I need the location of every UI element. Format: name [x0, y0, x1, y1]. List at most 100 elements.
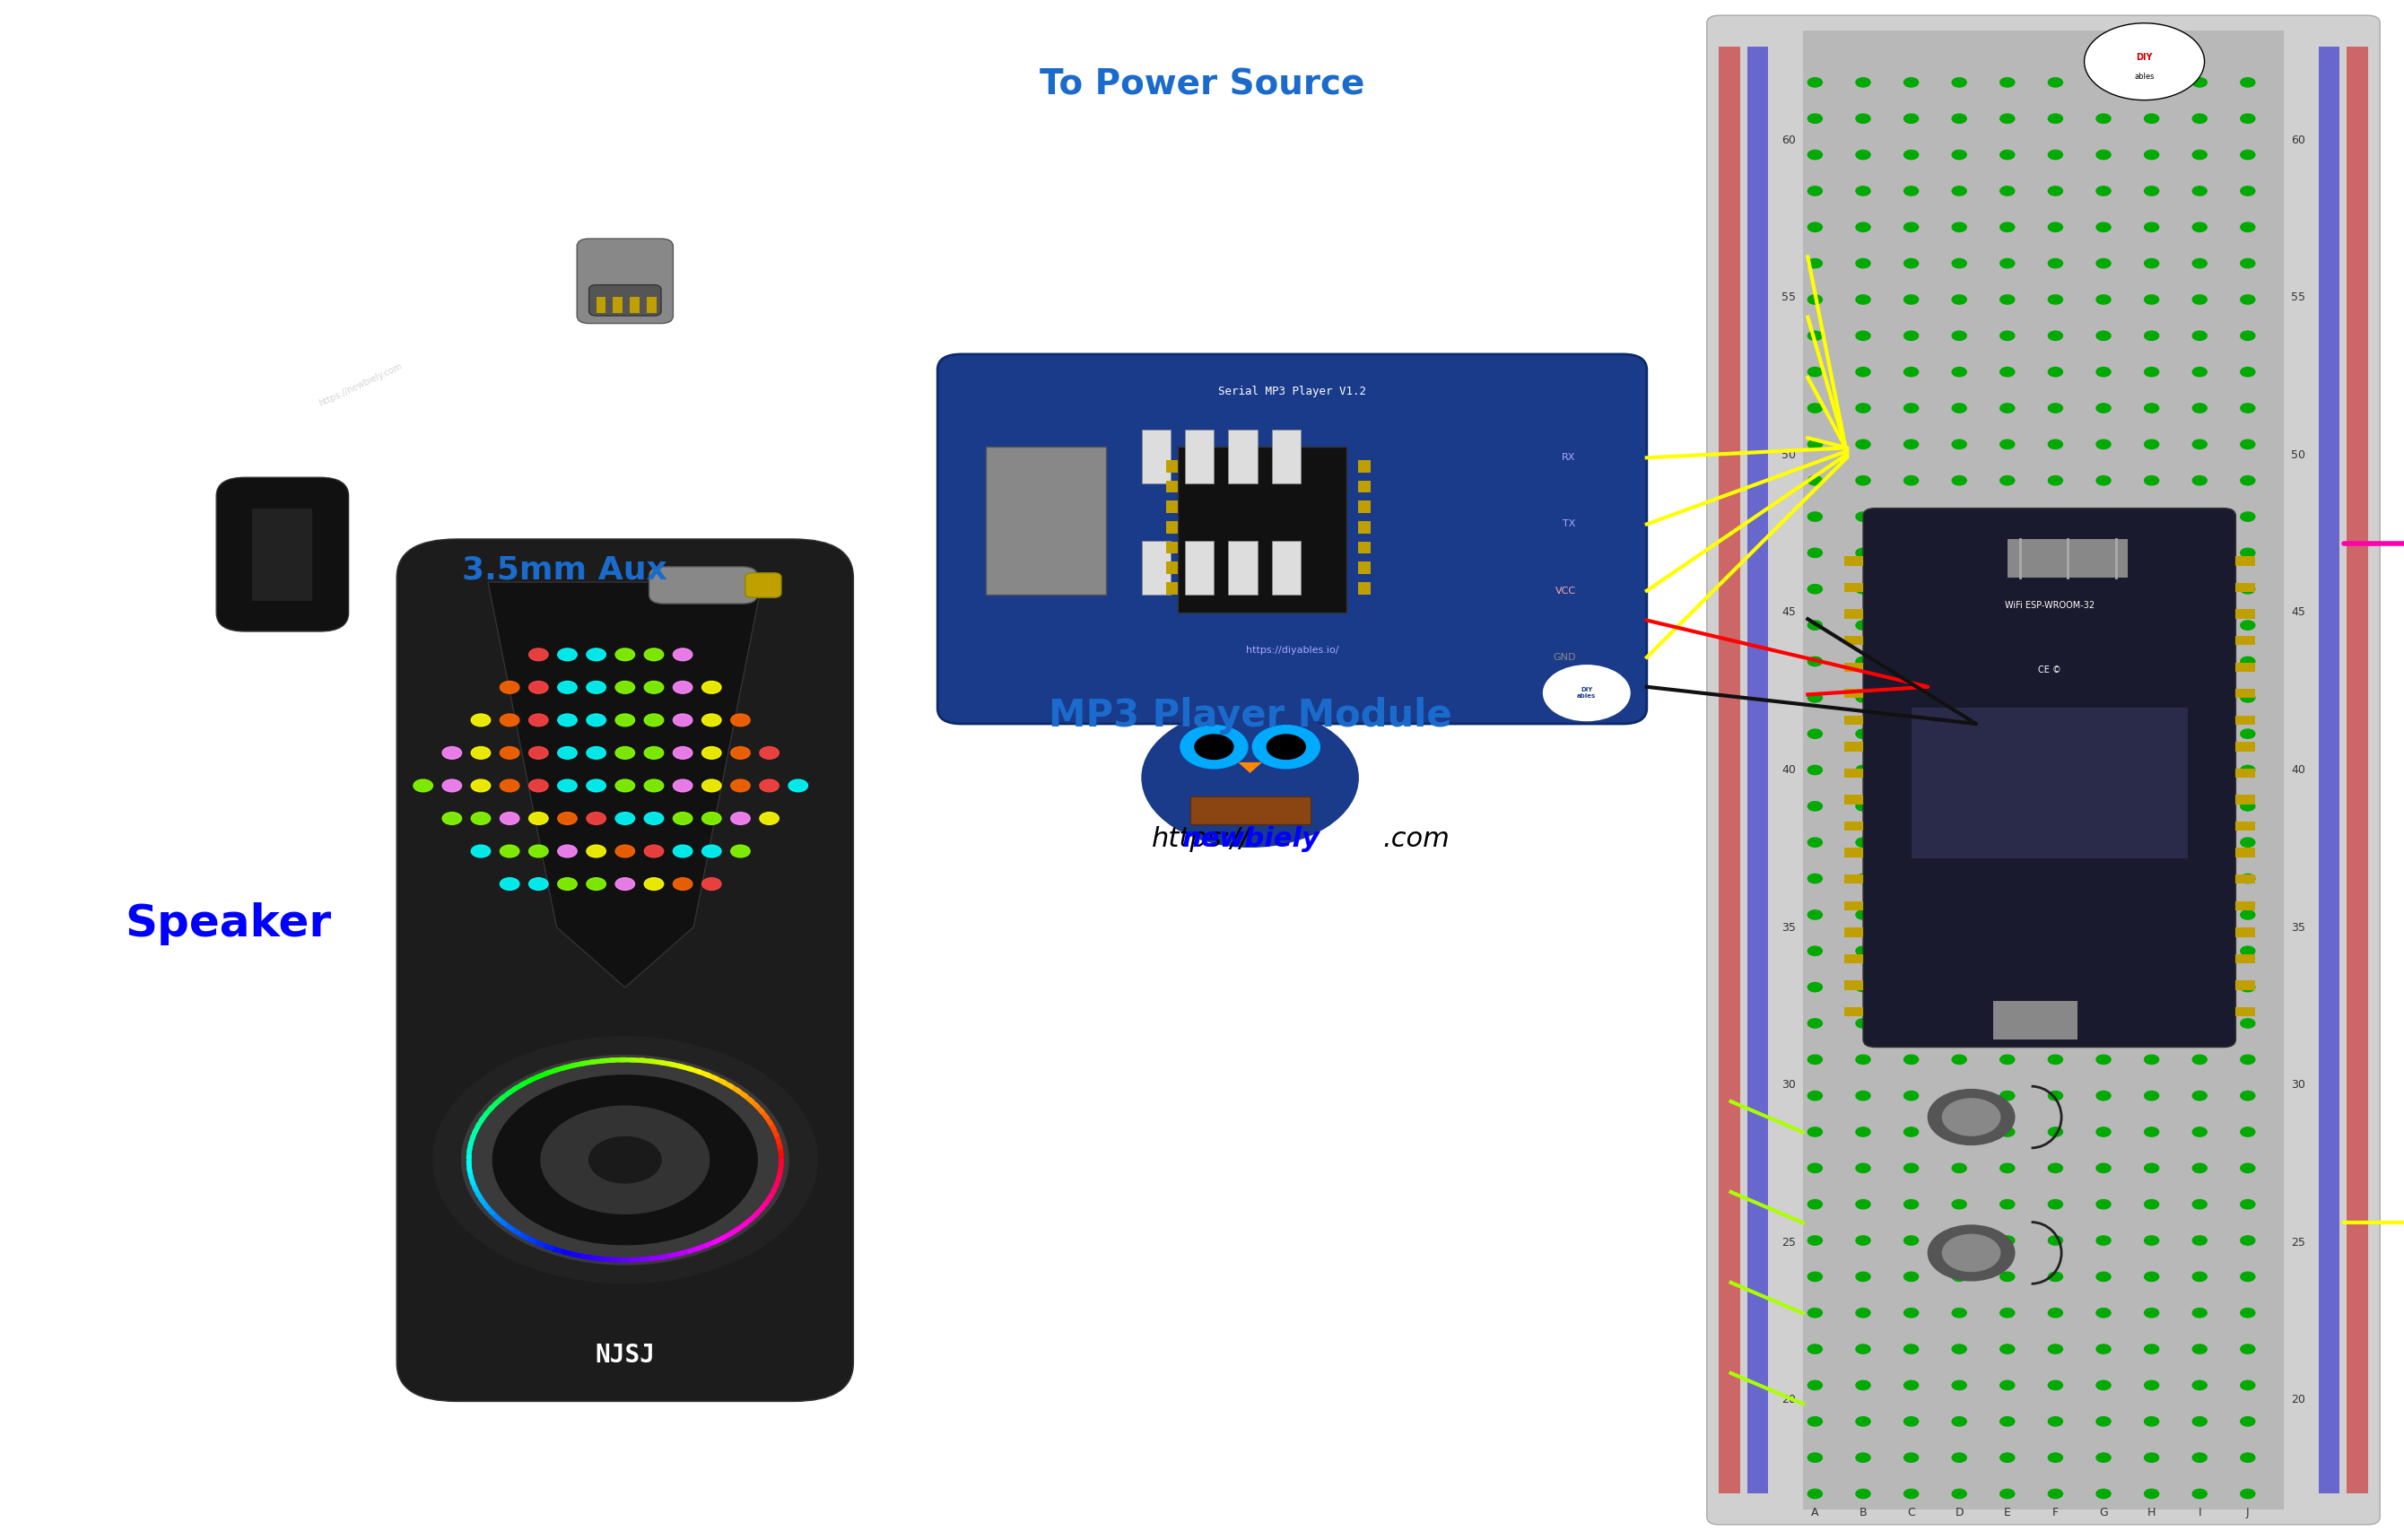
Circle shape — [1952, 1235, 1966, 1244]
Circle shape — [1808, 730, 1822, 739]
Circle shape — [2000, 621, 2015, 630]
Circle shape — [1928, 953, 2015, 1009]
Circle shape — [1543, 665, 1630, 721]
Circle shape — [2192, 983, 2207, 992]
Circle shape — [2144, 511, 2159, 522]
Circle shape — [529, 648, 548, 661]
Circle shape — [2144, 946, 2159, 955]
Circle shape — [731, 715, 750, 727]
Bar — [2007, 539, 2128, 578]
Circle shape — [2144, 1235, 2159, 1244]
Circle shape — [2241, 693, 2255, 702]
Circle shape — [731, 747, 750, 759]
Circle shape — [2000, 548, 2015, 557]
Bar — [2236, 636, 2255, 645]
Circle shape — [2048, 403, 2063, 413]
Circle shape — [702, 779, 721, 792]
Circle shape — [702, 747, 721, 759]
Circle shape — [2048, 222, 2063, 231]
Circle shape — [2241, 1090, 2255, 1100]
Circle shape — [2192, 331, 2207, 340]
Circle shape — [2000, 1309, 2015, 1318]
Circle shape — [1142, 708, 1358, 847]
Circle shape — [587, 845, 606, 858]
Circle shape — [2241, 222, 2255, 231]
Circle shape — [2048, 476, 2063, 485]
Circle shape — [1952, 946, 1966, 955]
Text: E: E — [2005, 1506, 2010, 1518]
Circle shape — [1856, 1380, 1870, 1389]
Circle shape — [2096, 983, 2111, 992]
Circle shape — [2096, 476, 2111, 485]
Circle shape — [644, 845, 664, 858]
Circle shape — [2241, 403, 2255, 413]
Bar — [1272, 430, 1301, 484]
Circle shape — [2144, 801, 2159, 810]
Circle shape — [500, 878, 519, 890]
Bar — [1803, 31, 2284, 1509]
Bar — [2236, 610, 2255, 619]
Circle shape — [1856, 946, 1870, 955]
Bar — [596, 297, 606, 313]
Circle shape — [2241, 838, 2255, 847]
Circle shape — [2096, 1489, 2111, 1498]
Circle shape — [2048, 1164, 2063, 1173]
Text: To Power Source: To Power Source — [1039, 68, 1365, 102]
Circle shape — [1856, 222, 1870, 231]
Bar — [2236, 821, 2255, 830]
Circle shape — [2192, 946, 2207, 955]
Circle shape — [2096, 367, 2111, 377]
Text: RX: RX — [1563, 453, 1577, 462]
Circle shape — [2096, 511, 2111, 522]
Circle shape — [644, 715, 664, 727]
Circle shape — [529, 845, 548, 858]
Circle shape — [2048, 1235, 2063, 1244]
Circle shape — [2144, 331, 2159, 340]
Circle shape — [471, 747, 490, 759]
Bar — [1844, 610, 1863, 619]
Circle shape — [1808, 983, 1822, 992]
Bar — [252, 508, 313, 601]
Circle shape — [1856, 1272, 1870, 1281]
Circle shape — [2192, 114, 2207, 123]
Circle shape — [2096, 946, 2111, 955]
Circle shape — [1808, 1127, 1822, 1137]
Circle shape — [760, 779, 779, 792]
Circle shape — [2241, 79, 2255, 88]
Circle shape — [1856, 476, 1870, 485]
Circle shape — [1856, 584, 1870, 594]
Circle shape — [493, 1075, 757, 1244]
Circle shape — [702, 845, 721, 858]
Circle shape — [2096, 621, 2111, 630]
Circle shape — [2096, 1055, 2111, 1064]
Bar — [986, 447, 1106, 594]
Circle shape — [1856, 79, 1870, 88]
Circle shape — [2000, 983, 2015, 992]
Bar — [1358, 521, 1370, 533]
Text: https://: https:// — [1152, 827, 1250, 852]
Circle shape — [2192, 621, 2207, 630]
Circle shape — [1856, 1309, 1870, 1318]
Circle shape — [2241, 1055, 2255, 1064]
Circle shape — [2048, 1454, 2063, 1463]
Circle shape — [558, 648, 577, 661]
Circle shape — [1952, 875, 1966, 882]
Circle shape — [1808, 186, 1822, 196]
Circle shape — [2192, 1055, 2207, 1064]
Circle shape — [2096, 114, 2111, 123]
FancyBboxPatch shape — [216, 477, 349, 631]
Circle shape — [587, 747, 606, 759]
Circle shape — [2000, 296, 2015, 305]
Circle shape — [1856, 656, 1870, 665]
Circle shape — [2192, 765, 2207, 775]
Circle shape — [1952, 439, 1966, 450]
Circle shape — [1856, 403, 1870, 413]
Circle shape — [2048, 1019, 2063, 1029]
Circle shape — [2144, 149, 2159, 159]
Bar — [1166, 582, 1178, 594]
Circle shape — [2144, 584, 2159, 594]
Circle shape — [1808, 621, 1822, 630]
Circle shape — [1952, 548, 1966, 557]
Circle shape — [2048, 730, 2063, 739]
Circle shape — [702, 812, 721, 824]
